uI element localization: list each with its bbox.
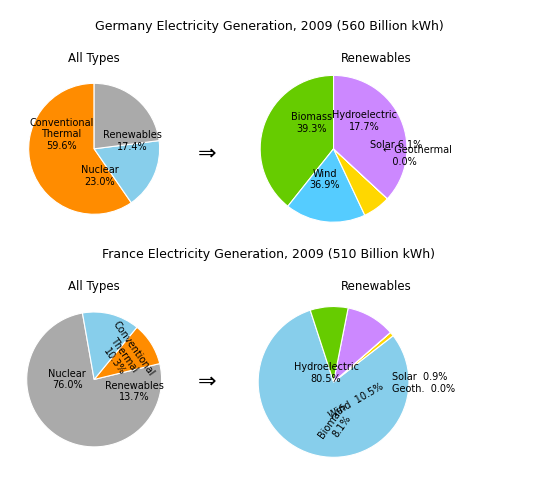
Text: All Types: All Types (68, 280, 120, 293)
Wedge shape (334, 75, 407, 199)
Wedge shape (334, 308, 391, 382)
Wedge shape (94, 83, 159, 149)
Wedge shape (94, 140, 160, 203)
Text: Renewables: Renewables (341, 52, 412, 65)
Text: Hydroelectric
17.7%: Hydroelectric 17.7% (332, 110, 397, 132)
Wedge shape (288, 149, 365, 222)
Wedge shape (334, 149, 387, 199)
Text: Renewables: Renewables (341, 280, 412, 293)
Text: ⇒: ⇒ (198, 372, 216, 392)
Wedge shape (27, 313, 161, 447)
Wedge shape (310, 307, 348, 382)
Text: Hydroelectric
80.5%: Hydroelectric 80.5% (294, 362, 358, 384)
Wedge shape (334, 332, 393, 382)
Text: Biomass
8.1%: Biomass 8.1% (317, 400, 358, 446)
Text: Wind  10.5%: Wind 10.5% (327, 381, 385, 421)
Text: Wind
36.9%: Wind 36.9% (309, 169, 340, 190)
Text: Conventional
Thermal
10.3%: Conventional Thermal 10.3% (92, 319, 156, 391)
Text: Solar 6.1%: Solar 6.1% (370, 140, 422, 150)
Text: ⇒: ⇒ (198, 144, 216, 164)
Wedge shape (334, 149, 387, 215)
Wedge shape (94, 327, 160, 379)
Wedge shape (334, 332, 391, 382)
Text: Nuclear
76.0%: Nuclear 76.0% (48, 369, 86, 390)
Text: All Types: All Types (68, 52, 120, 65)
Text: Biomass
39.3%: Biomass 39.3% (291, 112, 332, 134)
Text: Renewables
13.7%: Renewables 13.7% (105, 381, 164, 402)
Text: Solar  0.9%: Solar 0.9% (392, 372, 448, 382)
Text: Geoth.  0.0%: Geoth. 0.0% (392, 384, 456, 394)
Wedge shape (82, 312, 137, 379)
Text: Nuclear
23.0%: Nuclear 23.0% (81, 166, 118, 187)
Text: France Electricity Generation, 2009 (510 Billion kWh): France Electricity Generation, 2009 (510… (103, 248, 435, 261)
Wedge shape (29, 83, 131, 214)
Wedge shape (258, 310, 409, 457)
Wedge shape (260, 75, 334, 206)
Text: Germany Electricity Generation, 2009 (560 Billion kWh): Germany Electricity Generation, 2009 (56… (95, 19, 443, 33)
Text: Conventional
Thermal
59.6%: Conventional Thermal 59.6% (29, 118, 94, 151)
Text: ← Geothermal
   0.0%: ← Geothermal 0.0% (384, 145, 452, 167)
Text: Renewables
17.4%: Renewables 17.4% (103, 130, 161, 152)
